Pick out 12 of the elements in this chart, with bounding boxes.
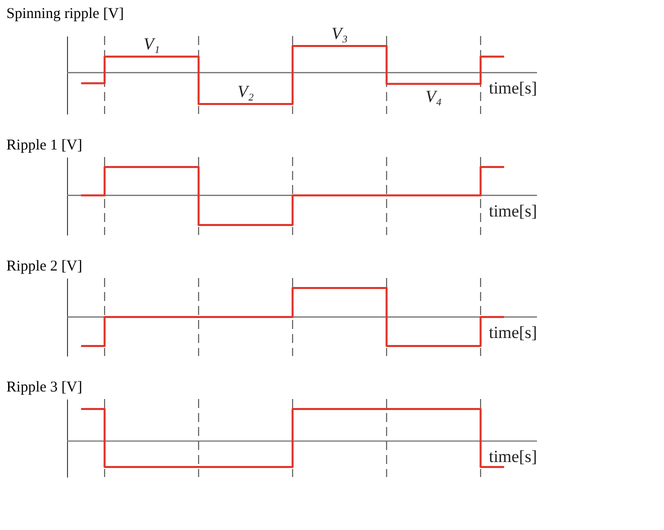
x-axis-title: time[s] (488, 447, 537, 466)
annotation: V₂ (237, 82, 254, 101)
y-axis-title: Ripple 1 [V] (6, 138, 82, 154)
text: V₃ (331, 24, 348, 43)
x-axis-title: time[s] (488, 78, 537, 98)
y-axis-title: Spinning ripple [V] (6, 6, 124, 22)
annotation: V₁ (143, 34, 160, 54)
annotation: V₄ (425, 86, 442, 106)
y-axis-title: Ripple 2 [V] (6, 258, 82, 274)
x-axis-title: time[s] (488, 323, 537, 342)
x-axis-title: time[s] (488, 201, 537, 220)
y-axis-title: Ripple 3 [V] (6, 380, 82, 396)
